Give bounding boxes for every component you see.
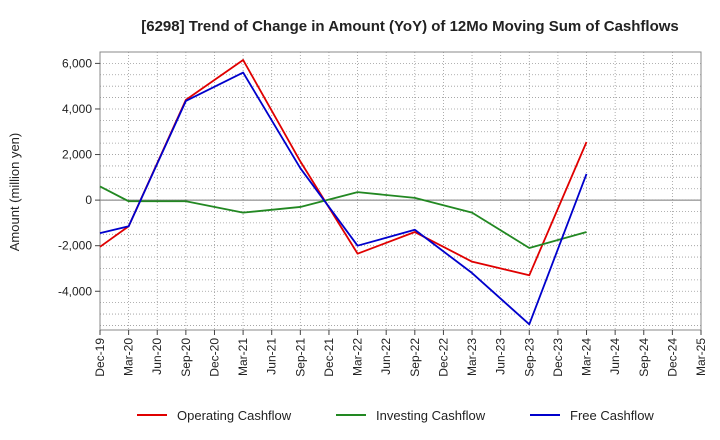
x-tick-label: Sep-23 [522, 338, 536, 377]
x-tick-label: Dec-21 [322, 338, 336, 377]
x-tick-label: Mar-22 [351, 338, 365, 376]
series-group [99, 59, 588, 326]
y-tick-label: -2,000 [58, 239, 92, 253]
series-line-free-cashflow [99, 71, 588, 326]
x-tick-label: Dec-24 [665, 338, 679, 377]
x-tick-label: Jun-22 [379, 338, 393, 375]
x-tick-label: Jun-23 [494, 338, 508, 375]
y-axis-label: Amount (million yen) [7, 133, 22, 252]
legend-label: Operating Cashflow [177, 408, 292, 423]
x-tick-label: Sep-21 [293, 338, 307, 377]
x-tick-label: Mar-23 [465, 338, 479, 376]
legend: Operating Cashflow Investing Cashflow Free… [137, 408, 654, 423]
x-tick-label: Jun-21 [265, 338, 279, 375]
x-tick-label: Mar-20 [122, 338, 136, 376]
y-tick-label: 2,000 [62, 148, 92, 162]
x-tick-label: Jun-20 [150, 338, 164, 375]
x-tick-label: Mar-24 [580, 338, 594, 376]
x-tick-label: Dec-19 [93, 338, 107, 377]
x-tick-label: Mar-25 [694, 338, 708, 376]
y-axis: -4,000 -2,000 0 2,000 4,000 6,000 [58, 56, 100, 298]
y-tick-label: 6,000 [62, 56, 92, 70]
x-tick-label: Jun-24 [608, 338, 622, 375]
x-tick-label: Dec-22 [436, 338, 450, 377]
x-axis: Dec-19 Mar-20 Jun-20 Sep-20 Dec-20 Mar-21 Jun-… [93, 330, 708, 377]
x-tick-label: Mar-21 [236, 338, 250, 376]
chart-title: [6298] Trend of Change in Amount (YoY) o… [141, 18, 679, 35]
x-tick-label: Dec-23 [551, 338, 565, 377]
legend-label: Investing Cashflow [376, 408, 486, 423]
legend-label: Free Cashflow [570, 408, 654, 423]
plot-area [99, 51, 702, 331]
x-tick-label: Dec-20 [207, 338, 221, 377]
x-tick-label: Sep-20 [179, 338, 193, 377]
x-tick-label: Sep-24 [637, 338, 651, 377]
x-tick-label: Sep-22 [408, 338, 422, 377]
y-tick-label: 4,000 [62, 102, 92, 116]
series-line-operating-cashflow [99, 59, 588, 277]
series-line-investing-cashflow [99, 185, 587, 249]
y-tick-label: 0 [85, 193, 92, 207]
grid [99, 51, 702, 330]
y-tick-label: -4,000 [58, 284, 92, 298]
